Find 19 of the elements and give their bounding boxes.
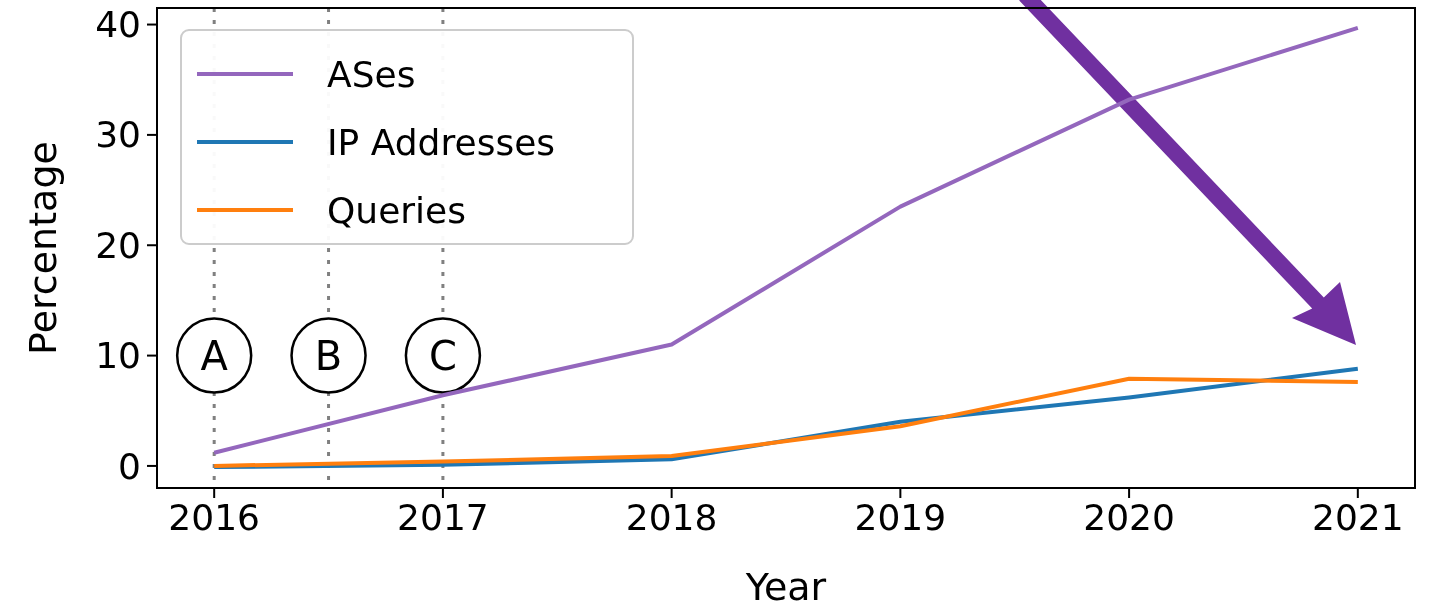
- legend-label: Queries: [327, 189, 467, 231]
- ref-line-label: C: [428, 332, 457, 379]
- y-tick-label: 0: [118, 445, 141, 487]
- legend-label: ASes: [327, 53, 416, 95]
- x-tick-label: 2021: [1312, 497, 1404, 538]
- y-tick-label: 30: [95, 114, 141, 156]
- x-tick-label: 2018: [625, 497, 718, 538]
- y-tick-label: 40: [95, 4, 141, 46]
- ref-line-label: A: [200, 332, 229, 379]
- x-axis-title: Year: [744, 565, 827, 607]
- ref-line-label: B: [314, 332, 343, 379]
- legend-label: IP Addresses: [327, 121, 556, 163]
- y-axis-title: Percentage: [21, 141, 65, 355]
- x-tick-label: 2019: [854, 497, 947, 538]
- y-tick-label: 10: [95, 335, 141, 377]
- x-tick-label: 2020: [1083, 497, 1175, 538]
- x-tick-label: 2017: [397, 497, 489, 538]
- y-tick-label: 20: [95, 224, 141, 266]
- x-tick-label: 2016: [168, 497, 260, 538]
